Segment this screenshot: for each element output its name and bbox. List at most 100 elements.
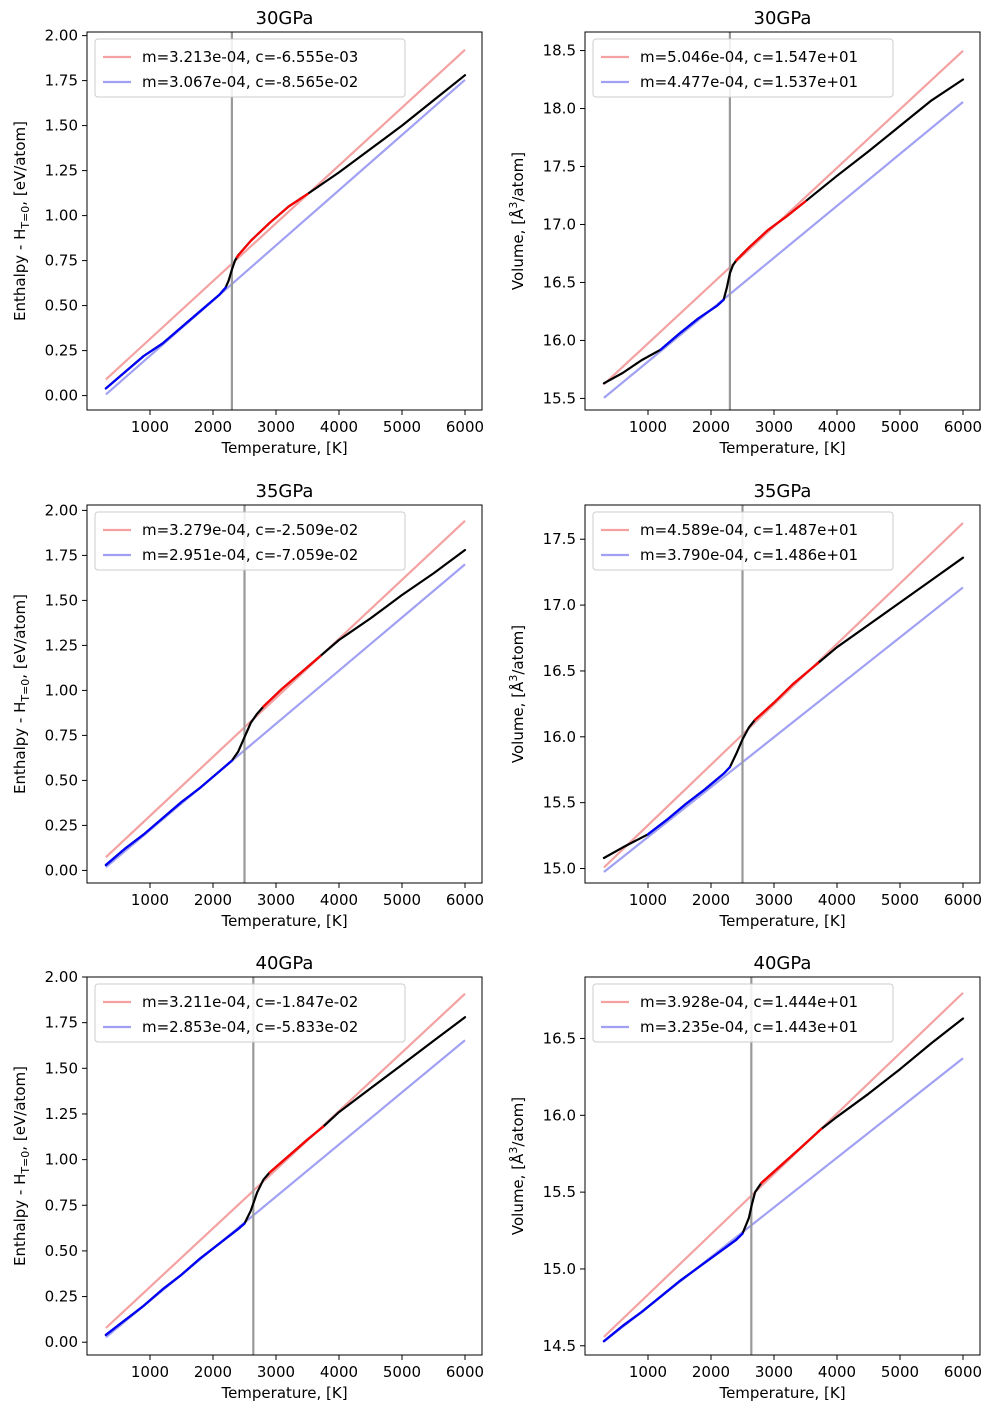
legend: m=3.928e-04, c=1.444e+01 m=3.235e-04, c=1… <box>592 983 894 1043</box>
fit-line-high-t <box>105 519 466 859</box>
legend-box <box>592 983 894 1043</box>
x-tick-label: 5000 <box>881 891 919 909</box>
x-tick-label: 2000 <box>194 418 232 436</box>
y-tick-label: 17.0 <box>543 596 576 614</box>
x-tick-label: 3000 <box>257 1363 295 1381</box>
y-tick-label: 2.00 <box>45 27 78 45</box>
fit-line-low-t <box>105 78 466 396</box>
y-tick-label: 0.50 <box>45 771 78 789</box>
y-tick-label: 15.0 <box>543 860 576 878</box>
chart-1: 1000 2000 3000 4000 5000 6000 0.00 0.25 0.50 0.75… <box>11 8 484 457</box>
y-tick-label: 1.25 <box>45 636 78 654</box>
y-tick-label: 0.75 <box>45 726 78 744</box>
y-tick-label: 0.00 <box>45 1333 78 1351</box>
chart-3: 1000 2000 3000 4000 5000 6000 0.00 0.25 0.50 0.75… <box>11 481 484 930</box>
x-tick-label: 1000 <box>131 891 169 909</box>
series-low-T-fit-region <box>602 1232 744 1343</box>
x-axis-label: Temperature, [K] <box>718 912 845 930</box>
y-tick-label: 17.5 <box>543 158 576 176</box>
series-data <box>104 1016 467 1337</box>
x-axis-label: Temperature, [K] <box>220 439 347 457</box>
plot-frame <box>86 504 483 884</box>
y-tick-label: 15.5 <box>543 794 576 812</box>
series-high-T-fit-region <box>235 192 309 259</box>
x-tick-label: 4000 <box>818 891 856 909</box>
y-axis-label: Volume, [Å3/atom] <box>507 625 527 763</box>
x-tick-label: 1000 <box>629 1363 667 1381</box>
y-tick-label: 1.25 <box>45 1105 78 1123</box>
legend-entry: m=3.067e-04, c=-8.565e-02 <box>142 73 358 91</box>
x-tick-label: 6000 <box>944 1363 982 1381</box>
legend-entry: m=3.213e-04, c=-6.555e-03 <box>142 48 358 66</box>
legend-entry: m=3.235e-04, c=1.443e+01 <box>640 1018 858 1036</box>
x-tick-label: 5000 <box>881 1363 919 1381</box>
x-tick-label: 3000 <box>755 891 793 909</box>
x-tick-label: 1000 <box>629 418 667 436</box>
x-tick-label: 6000 <box>944 891 982 909</box>
legend: m=3.279e-04, c=-2.509e-02 m=2.951e-04, c=… <box>94 511 406 571</box>
x-tick-label: 4000 <box>320 418 358 436</box>
chart-title: 30GPa <box>754 8 812 29</box>
y-tick-label: 15.5 <box>543 1183 576 1201</box>
x-tick-label: 6000 <box>446 418 484 436</box>
x-tick-label: 6000 <box>944 418 982 436</box>
y-tick-label: 1.50 <box>45 117 78 135</box>
legend: m=3.213e-04, c=-6.555e-03 m=3.067e-04, c=… <box>94 38 406 98</box>
series-data <box>602 556 965 860</box>
legend-entry: m=4.589e-04, c=1.487e+01 <box>640 521 858 539</box>
y-axis-label: Volume, [Å3/atom] <box>507 1097 527 1235</box>
fit-line-low-t <box>603 586 964 873</box>
series-low-T-fit-region <box>104 759 233 867</box>
series-data <box>104 548 467 867</box>
fit-line-low-t <box>603 101 964 399</box>
x-tick-label: 3000 <box>755 418 793 436</box>
y-tick-label: 1.50 <box>45 1059 78 1077</box>
x-tick-label: 1000 <box>131 418 169 436</box>
series-data <box>602 78 965 385</box>
series-data <box>602 1017 965 1343</box>
y-tick-label: 1.75 <box>45 546 78 564</box>
x-axis-label: Temperature, [K] <box>220 912 347 930</box>
x-tick-label: 6000 <box>446 1363 484 1381</box>
series-high-T-fit-region <box>753 661 820 721</box>
legend-entry: m=4.477e-04, c=1.537e+01 <box>640 73 858 91</box>
series-data <box>104 74 467 390</box>
fit-line-high-t <box>105 48 466 381</box>
legend-box <box>94 511 406 571</box>
x-axis-label: Temperature, [K] <box>718 1384 845 1402</box>
y-tick-label: 1.00 <box>45 1151 78 1169</box>
legend-entry: m=3.790e-04, c=1.486e+01 <box>640 546 858 564</box>
y-tick-label: 16.5 <box>543 1029 576 1047</box>
x-tick-label: 2000 <box>692 1363 730 1381</box>
series-high-T-fit-region <box>268 1125 325 1174</box>
x-tick-label: 5000 <box>383 891 421 909</box>
y-tick-label: 16.0 <box>543 331 576 349</box>
legend-box <box>94 983 406 1043</box>
y-tick-label: 1.50 <box>45 591 78 609</box>
x-tick-label: 6000 <box>446 891 484 909</box>
y-tick-label: 1.00 <box>45 681 78 699</box>
y-tick-label: 18.0 <box>543 100 576 118</box>
x-tick-label: 5000 <box>383 1363 421 1381</box>
x-tick-label: 3000 <box>257 891 295 909</box>
y-tick-label: 0.25 <box>45 816 78 834</box>
legend-box <box>592 38 894 98</box>
legend-box <box>94 38 406 98</box>
series-high-T-fit-region <box>735 200 807 262</box>
y-tick-label: 15.5 <box>543 389 576 407</box>
legend-entry: m=3.928e-04, c=1.444e+01 <box>640 993 858 1011</box>
plot-frame <box>584 504 981 884</box>
legend: m=5.046e-04, c=1.547e+01 m=4.477e-04, c=1… <box>592 38 894 98</box>
series-high-T-fit-region <box>760 1127 823 1185</box>
x-tick-label: 5000 <box>881 418 919 436</box>
series-high-T-fit-region <box>262 655 322 708</box>
chart-title: 35GPa <box>754 481 812 502</box>
x-tick-label: 1000 <box>131 1363 169 1381</box>
series-low-T-fit-region <box>646 765 732 836</box>
x-axis-label: Temperature, [K] <box>220 1384 347 1402</box>
chart-title: 35GPa <box>256 481 314 502</box>
y-tick-label: 0.50 <box>45 297 78 315</box>
plot-frame <box>86 976 483 1356</box>
legend: m=4.589e-04, c=1.487e+01 m=3.790e-04, c=1… <box>592 511 894 571</box>
series-low-T-fit-region <box>104 286 227 390</box>
